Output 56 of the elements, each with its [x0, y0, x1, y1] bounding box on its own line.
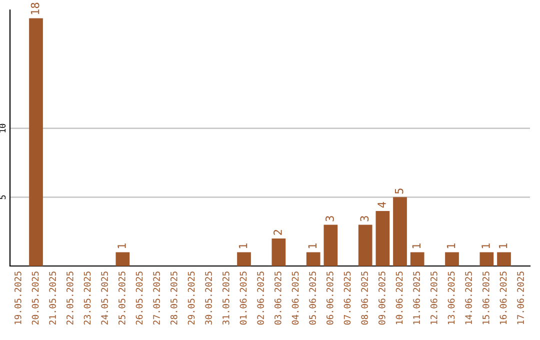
x-tick-label: 17.06.2025: [517, 272, 524, 324]
data-label: 1: [118, 244, 126, 248]
bar: [116, 252, 130, 266]
x-tick-label: 07.06.2025: [344, 272, 351, 325]
data-label: 1: [308, 244, 316, 248]
data-label: 3: [360, 216, 369, 222]
x-tick-label: 25.05.2025: [118, 272, 126, 325]
data-label: 1: [498, 244, 508, 248]
x-tick-label: 21.05.2025: [49, 272, 56, 325]
x-tick-label: 16.06.2025: [500, 272, 507, 324]
x-tick-label: 24.05.2025: [101, 272, 108, 325]
bar: [306, 252, 320, 266]
data-label: 5: [394, 188, 404, 194]
x-tick-label: 12.06.2025: [430, 272, 438, 324]
x-tick-label: 09.06.2025: [378, 272, 386, 325]
data-label: 1: [482, 244, 490, 248]
x-tick-label: 11.06.2025: [413, 272, 420, 324]
x-tick-label: 19.05.2025: [14, 272, 22, 324]
x-tick-label: 05.06.2025: [309, 272, 316, 325]
data-label: 1: [446, 244, 456, 248]
bar: [445, 252, 459, 266]
bar: [237, 252, 251, 266]
data-label: 1: [238, 244, 248, 248]
bar: [358, 224, 372, 266]
x-tick-label: 15.06.2025: [482, 272, 490, 324]
data-label: 4: [378, 202, 386, 208]
bar: [480, 252, 494, 266]
x-tick-label: 10.06.2025: [396, 272, 403, 324]
x-tick-label: 22.05.2025: [66, 272, 74, 325]
bar: [29, 18, 43, 266]
x-tick-label: 30.05.2025: [205, 272, 212, 325]
x-tick-label: 13.06.2025: [448, 272, 455, 324]
data-label: 1: [412, 244, 420, 248]
x-tick-label: 02.06.2025: [257, 272, 264, 325]
bar: [324, 224, 338, 266]
bar: [497, 252, 511, 266]
bar: [410, 252, 424, 266]
x-tick-label: 01.06.2025: [240, 272, 247, 325]
x-tick-label: 23.05.2025: [84, 272, 91, 325]
x-tick-label: 27.05.2025: [153, 272, 160, 325]
x-tick-label: 29.05.2025: [188, 272, 195, 325]
bar: [272, 238, 286, 266]
x-tick-label: 06.06.2025: [326, 272, 334, 325]
data-label: 3: [326, 216, 334, 222]
x-tick-label: 20.05.2025: [32, 272, 39, 325]
x-tick-label: 26.05.2025: [136, 272, 143, 325]
data-label: 18: [30, 2, 40, 14]
bar: [393, 197, 407, 266]
x-tick-label: 03.06.2025: [274, 272, 282, 325]
x-tick-label: 28.05.2025: [170, 272, 178, 325]
x-tick-label: 08.06.2025: [361, 272, 368, 325]
bar: [376, 210, 390, 266]
data-label: 2: [274, 230, 282, 235]
x-tick-label: 14.06.2025: [465, 272, 472, 324]
x-tick-label: 31.05.2025: [222, 272, 230, 325]
x-tick-label: 04.06.2025: [292, 272, 299, 325]
